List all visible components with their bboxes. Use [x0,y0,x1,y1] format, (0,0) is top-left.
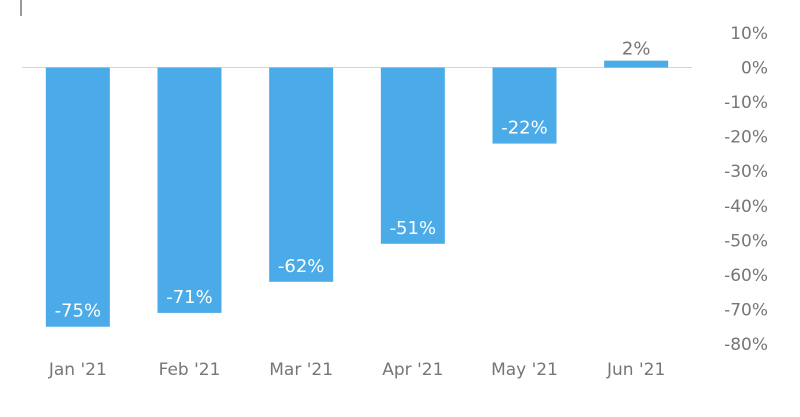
bar-value-label: -62% [278,256,325,277]
x-category-label: Apr '21 [382,360,443,380]
bar-value-label: -51% [390,218,437,239]
y-tick-label: -10% [724,93,768,113]
y-tick-label: -70% [724,300,768,320]
bar [492,67,557,144]
bar [380,67,445,244]
y-tick-label: -30% [724,162,768,182]
x-category-label: Jan '21 [48,360,107,380]
x-category-label: Jun '21 [606,360,665,380]
bar-value-label: -75% [55,301,102,322]
x-axis: Jan '21 Feb '21 Mar '21 Apr '21 May '21 Jun '… [48,360,665,380]
bar-value-label: 2% [622,39,651,60]
x-category-label: Mar '21 [269,360,333,380]
x-category-label: May '21 [491,360,558,380]
y-tick-label: 10% [730,24,768,44]
y-tick-label: 0% [741,59,768,79]
bar-value-label: -71% [166,287,213,308]
bar-series [45,60,669,327]
bar [45,67,110,327]
bar [157,67,222,313]
data-labels: -75% -71% -62% -51% -22% 2% [55,39,651,322]
bar-value-label: -22% [501,118,548,139]
y-tick-label: -80% [724,335,768,355]
y-tick-label: -60% [724,266,768,286]
bar [269,67,334,282]
y-tick-label: -20% [724,128,768,148]
y-axis: 10% 0% -10% -20% -30% -40% -50% -60% -70% -80% [724,24,768,355]
y-tick-label: -50% [724,231,768,251]
bar [604,60,669,68]
x-category-label: Feb '21 [159,360,221,380]
y-tick-label: -40% [724,197,768,217]
